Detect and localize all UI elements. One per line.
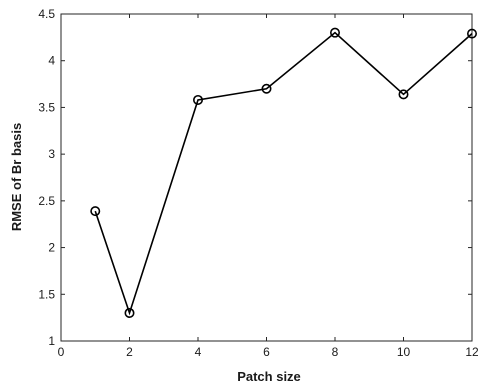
x-tick-label: 10: [397, 345, 411, 359]
data-point: [124, 307, 135, 318]
data-point: [261, 83, 272, 94]
data-point: [193, 94, 204, 105]
y-tick-label: 1: [48, 334, 55, 348]
x-tick-label: 8: [332, 345, 339, 359]
x-tick-label: 0: [58, 345, 65, 359]
data-point: [466, 28, 477, 39]
y-tick-label: 1.5: [38, 287, 55, 301]
data-point: [329, 27, 340, 38]
y-tick-label: 3: [48, 147, 55, 161]
x-axis-label: Patch size: [237, 369, 301, 384]
data-point: [398, 89, 409, 100]
data-point: [90, 206, 101, 217]
y-axis-label: RMSE of Br basis: [9, 123, 24, 231]
y-tick-label: 2: [48, 241, 55, 255]
x-tick-label: 4: [195, 345, 202, 359]
series-line: [94, 31, 473, 316]
x-tick-label: 2: [126, 345, 133, 359]
x-tick-label: 12: [465, 345, 478, 359]
y-tick-label: 2.5: [38, 194, 55, 208]
y-tick-label: 4.5: [38, 7, 55, 21]
y-tick-label: 3.5: [38, 100, 55, 114]
y-tick-label: 4: [48, 54, 55, 68]
x-tick-label: 6: [263, 345, 270, 359]
